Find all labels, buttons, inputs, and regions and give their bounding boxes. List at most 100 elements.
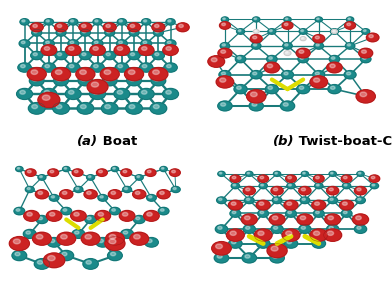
Circle shape <box>48 169 59 176</box>
Circle shape <box>275 172 278 174</box>
Circle shape <box>33 232 51 245</box>
Circle shape <box>94 65 98 68</box>
Circle shape <box>57 77 62 81</box>
Circle shape <box>330 86 335 89</box>
Circle shape <box>155 30 159 33</box>
Circle shape <box>50 239 55 243</box>
Circle shape <box>260 211 264 214</box>
Circle shape <box>69 47 74 50</box>
Circle shape <box>9 236 29 251</box>
Circle shape <box>362 29 370 34</box>
Circle shape <box>284 17 291 22</box>
Circle shape <box>301 226 305 229</box>
Circle shape <box>314 42 323 49</box>
Circle shape <box>27 212 32 216</box>
Circle shape <box>111 191 116 195</box>
Circle shape <box>237 86 241 89</box>
Circle shape <box>223 18 225 20</box>
Circle shape <box>230 231 236 235</box>
Circle shape <box>230 210 241 217</box>
Circle shape <box>36 216 48 224</box>
Circle shape <box>14 208 25 215</box>
Circle shape <box>96 169 107 176</box>
Circle shape <box>143 20 147 22</box>
Circle shape <box>164 63 177 72</box>
Circle shape <box>314 175 324 182</box>
Circle shape <box>24 230 36 238</box>
Circle shape <box>130 24 135 28</box>
Circle shape <box>160 191 164 195</box>
Circle shape <box>154 24 159 28</box>
Circle shape <box>163 45 178 55</box>
Circle shape <box>56 104 62 109</box>
Circle shape <box>232 211 236 214</box>
Circle shape <box>114 88 130 99</box>
Circle shape <box>74 231 79 234</box>
Circle shape <box>54 23 67 32</box>
Circle shape <box>330 64 335 68</box>
Text: Boat: Boat <box>98 135 137 148</box>
Circle shape <box>138 88 154 99</box>
Circle shape <box>52 67 71 81</box>
Circle shape <box>44 47 50 50</box>
Circle shape <box>102 102 118 114</box>
Circle shape <box>67 63 80 72</box>
Circle shape <box>232 176 236 179</box>
Circle shape <box>343 176 347 179</box>
Circle shape <box>219 198 222 200</box>
Circle shape <box>128 70 135 74</box>
Circle shape <box>327 187 339 195</box>
Circle shape <box>284 200 298 210</box>
Circle shape <box>221 103 226 106</box>
Circle shape <box>30 23 43 32</box>
Circle shape <box>128 51 140 60</box>
Circle shape <box>217 197 226 203</box>
Circle shape <box>151 76 166 86</box>
Circle shape <box>35 190 49 199</box>
Circle shape <box>122 212 128 216</box>
Circle shape <box>152 70 159 74</box>
Circle shape <box>108 190 122 199</box>
Circle shape <box>299 225 311 233</box>
Circle shape <box>172 170 176 173</box>
Circle shape <box>330 198 333 200</box>
Circle shape <box>119 211 135 221</box>
Circle shape <box>347 72 351 75</box>
Circle shape <box>329 55 340 63</box>
Circle shape <box>16 209 20 211</box>
Circle shape <box>28 102 45 114</box>
Circle shape <box>280 101 295 111</box>
Circle shape <box>328 85 341 94</box>
Circle shape <box>113 167 115 169</box>
Circle shape <box>57 24 62 28</box>
Circle shape <box>82 24 86 28</box>
Circle shape <box>147 170 151 173</box>
Circle shape <box>166 47 171 50</box>
Circle shape <box>363 57 366 59</box>
Circle shape <box>47 238 61 247</box>
Circle shape <box>119 41 122 44</box>
Circle shape <box>140 63 153 72</box>
Circle shape <box>315 17 323 22</box>
Circle shape <box>330 29 338 34</box>
Circle shape <box>26 231 31 234</box>
Circle shape <box>171 186 180 193</box>
Circle shape <box>147 212 152 216</box>
Circle shape <box>87 79 108 94</box>
Circle shape <box>131 30 134 33</box>
Circle shape <box>55 51 67 60</box>
Circle shape <box>287 202 292 205</box>
Circle shape <box>55 70 62 74</box>
Circle shape <box>252 103 257 106</box>
Circle shape <box>107 30 110 33</box>
Circle shape <box>301 37 303 39</box>
Circle shape <box>149 196 152 198</box>
Circle shape <box>111 252 116 256</box>
Circle shape <box>114 45 130 55</box>
Circle shape <box>246 171 253 176</box>
Circle shape <box>54 76 68 86</box>
Circle shape <box>332 30 335 32</box>
Circle shape <box>128 23 140 32</box>
Circle shape <box>145 169 156 176</box>
Circle shape <box>147 195 156 201</box>
